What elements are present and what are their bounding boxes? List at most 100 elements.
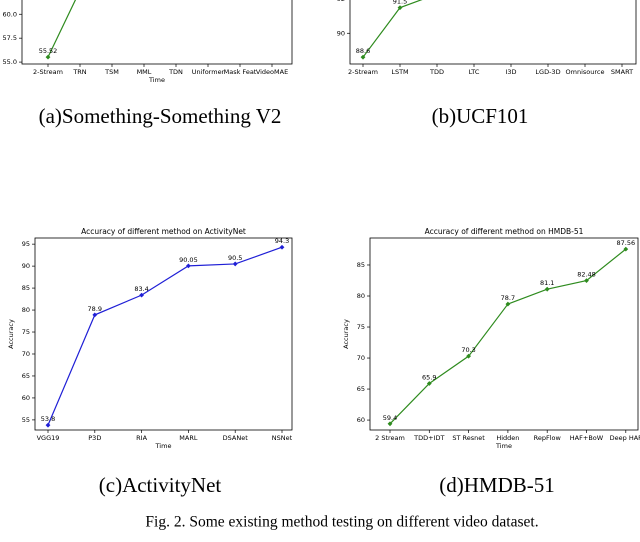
chart-title: Accuracy of different method on Activity… — [81, 227, 246, 236]
chart-title: Accuracy of different method on HMDB-51 — [425, 227, 584, 236]
y-tick-label: 65 — [357, 385, 365, 393]
x-tick-label: Uniformer — [192, 68, 225, 76]
y-tick-label: 65 — [22, 372, 30, 380]
x-tick-label: 2 Stream — [375, 434, 405, 442]
caption: (d)HMDB-51 — [439, 473, 555, 497]
y-tick-label: 80 — [22, 306, 30, 314]
x-axis-label: Time — [155, 442, 172, 450]
data-label: 53.8 — [41, 415, 55, 423]
data-point — [186, 263, 191, 269]
data-label: 55.52 — [39, 47, 58, 55]
y-tick-label: 80 — [357, 292, 365, 300]
caption: (c)ActivityNet — [99, 473, 222, 497]
y-tick-label: 70 — [22, 350, 30, 358]
caption: (b)UCF101 — [432, 104, 529, 128]
data-point — [279, 244, 285, 250]
caption: (a)Something-Something V2 — [39, 104, 282, 128]
x-axis-label: Time — [495, 442, 512, 450]
y-tick-label: 60.0 — [3, 10, 17, 18]
x-tick-label: LTC — [469, 68, 480, 76]
data-point — [387, 421, 393, 427]
y-tick-label: 90 — [337, 29, 345, 37]
y-tick-label: 95 — [22, 240, 30, 248]
data-point — [466, 353, 471, 359]
chart: 55.0 57.5 60.0 2-Stream TRN TSM MML TDN Uniforme… — [3, 0, 293, 84]
data-point — [92, 312, 98, 318]
y-tick-label: 85 — [22, 284, 30, 292]
data-point — [426, 381, 432, 386]
figure-caption: Fig. 2. Some existing method testing on … — [145, 514, 538, 531]
data-label: 59.4 — [383, 414, 397, 422]
x-tick-label: TDN — [168, 68, 183, 76]
x-tick-label: VGG19 — [37, 434, 60, 442]
data-point — [623, 246, 629, 252]
data-point — [360, 54, 366, 60]
y-tick-label: 92 — [337, 0, 345, 3]
data-label: 83.4 — [134, 285, 148, 293]
data-point — [45, 54, 51, 60]
data-label: 82.48 — [577, 271, 596, 279]
x-tick-label: MARL — [179, 434, 198, 442]
x-tick-label: TDD+IDT — [413, 434, 444, 442]
x-tick-label: TRN — [72, 68, 86, 76]
x-tick-label: SMART — [611, 68, 633, 76]
data-label: 90.05 — [179, 256, 198, 264]
plot-frame — [349, 0, 637, 65]
x-tick-label: VideoMAE — [256, 68, 288, 76]
y-tick-label: 60 — [357, 416, 365, 424]
data-label: 87.56 — [616, 239, 635, 247]
x-tick-label: HAF+BoW — [570, 434, 604, 442]
x-tick-label: LGD-3D — [535, 68, 560, 76]
y-tick-label: 75 — [22, 328, 30, 336]
y-tick-label: 57.5 — [3, 34, 17, 42]
data-label: 90.5 — [228, 254, 242, 262]
x-tick-label: Omnisource — [566, 68, 605, 76]
x-tick-label: P3D — [88, 434, 101, 442]
x-tick-label: RepFlow — [534, 434, 562, 442]
chart: 55 60 65 70 75 80 85 90 95 VGG19 P3D RIA MARL DSANet N… — [7, 227, 293, 450]
data-label: 88.6 — [356, 47, 370, 55]
chart: 60 65 70 75 80 85 2 Stream TDD+IDT ST Resnet Hidd… — [342, 227, 640, 450]
y-tick-label: 55 — [22, 416, 30, 424]
data-line — [47, 246, 283, 426]
data-point — [584, 278, 589, 284]
data-label: 65.9 — [422, 373, 436, 381]
y-axis-label: Accuracy — [342, 319, 350, 349]
plot-frame — [369, 237, 639, 431]
plot-frame — [21, 0, 293, 65]
chart: 90 92 2-Stream LSTM TDD LTC I3D LGD-3D Omnisourc… — [337, 0, 637, 76]
x-tick-label: TDD — [429, 68, 444, 76]
plot-frame — [34, 237, 293, 431]
y-tick-label: 55.0 — [3, 58, 17, 66]
y-tick-label: 60 — [22, 394, 30, 402]
data-label: 94.3 — [275, 237, 289, 245]
x-tick-label: MML — [137, 68, 152, 76]
y-tick-label: 70 — [357, 354, 365, 362]
data-point — [544, 286, 550, 292]
x-tick-label: Hidden — [496, 434, 519, 442]
x-tick-label: LSTM — [391, 68, 408, 76]
y-tick-label: 90 — [22, 262, 30, 270]
y-axis-label: Accuracy — [7, 319, 15, 349]
x-tick-label: Deep HAF — [610, 434, 640, 442]
data-point — [232, 261, 238, 267]
x-tick-label: ST Resnet — [452, 434, 485, 442]
data-point — [45, 422, 51, 428]
x-tick-label: Mask Feat — [224, 68, 257, 76]
x-axis-label: Time — [148, 76, 165, 84]
x-tick-label: 2-Stream — [33, 68, 63, 76]
x-tick-label: TSM — [104, 68, 119, 76]
data-point — [505, 301, 511, 307]
data-point — [397, 5, 403, 11]
y-tick-label: 75 — [357, 323, 365, 331]
data-label: 70.3 — [461, 346, 475, 354]
data-label: 81.1 — [540, 279, 554, 287]
data-label: 78.9 — [88, 305, 102, 313]
x-tick-label: RIA — [136, 434, 147, 442]
x-tick-label: 2-Stream — [348, 68, 378, 76]
data-line — [47, 0, 77, 58]
y-tick-label: 85 — [357, 261, 365, 269]
x-tick-label: NSNet — [272, 434, 293, 442]
data-point — [139, 292, 144, 298]
